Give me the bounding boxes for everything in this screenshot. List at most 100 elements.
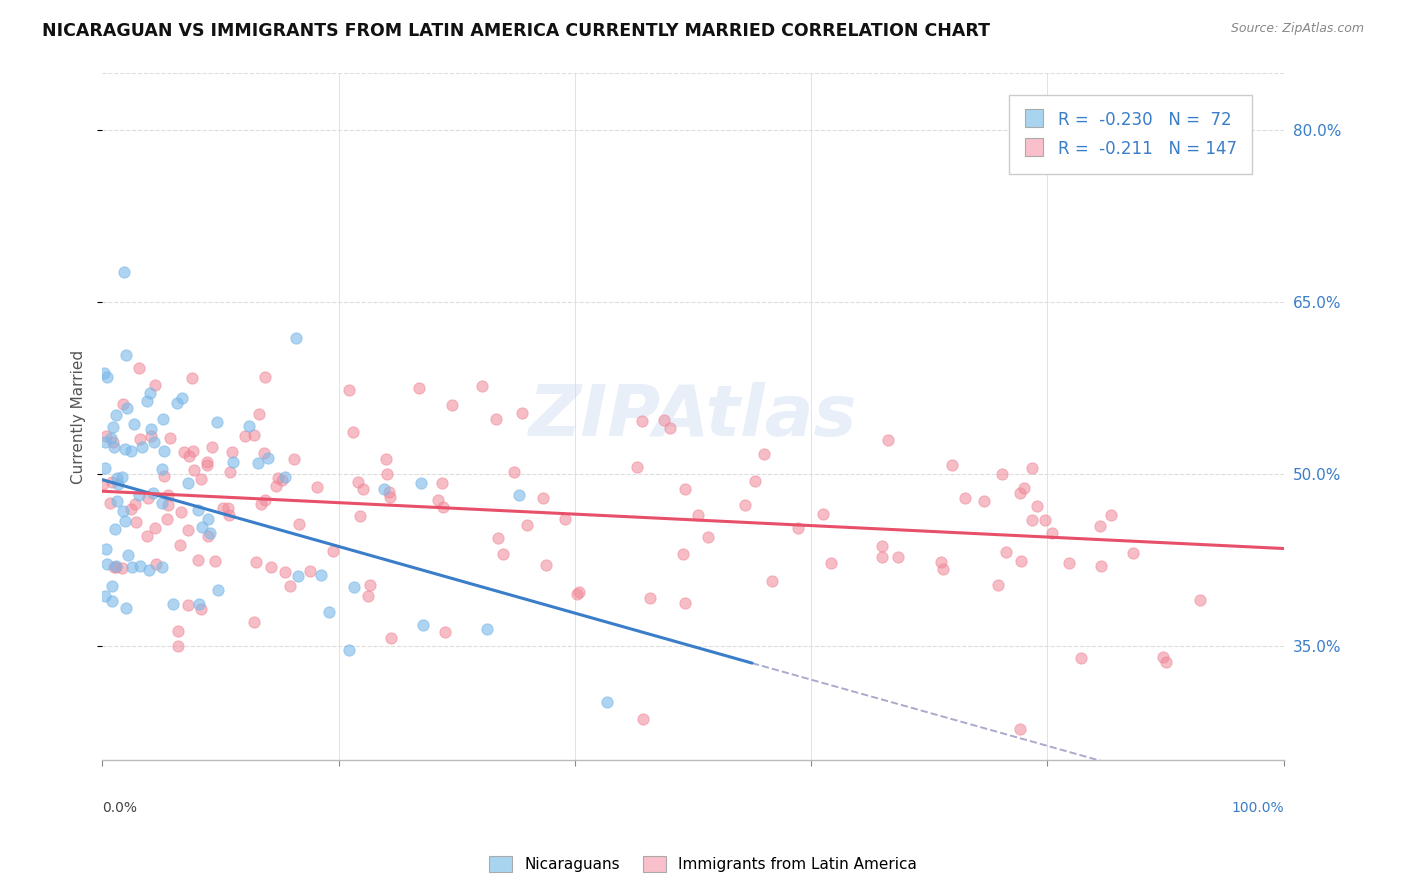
- Point: [150, 560, 173, 574]
- Point: [697, 530, 720, 544]
- Point: [247, 456, 270, 470]
- Point: [115, 348, 138, 362]
- Point: [103, 440, 125, 454]
- Point: [190, 472, 212, 486]
- Point: [375, 467, 398, 481]
- Point: [104, 558, 127, 573]
- Point: [252, 446, 274, 460]
- Point: [156, 498, 179, 512]
- Point: [322, 543, 344, 558]
- Point: [1099, 508, 1122, 523]
- Point: [187, 553, 209, 567]
- Point: [339, 642, 361, 657]
- Point: [257, 451, 280, 466]
- Point: [349, 508, 371, 523]
- Point: [177, 598, 200, 612]
- Point: [111, 397, 134, 411]
- Point: [159, 431, 181, 445]
- Point: [596, 695, 619, 709]
- Point: [136, 491, 159, 505]
- Point: [1122, 546, 1144, 560]
- Point: [786, 521, 808, 535]
- Point: [991, 467, 1014, 482]
- Point: [176, 523, 198, 537]
- Point: [233, 429, 256, 443]
- Point: [1154, 655, 1177, 669]
- Point: [877, 433, 900, 447]
- Point: [101, 435, 124, 450]
- Point: [492, 547, 515, 561]
- Point: [1040, 526, 1063, 541]
- Point: [761, 574, 783, 588]
- Point: [955, 491, 977, 505]
- Point: [101, 594, 124, 608]
- Point: [412, 617, 434, 632]
- Point: [633, 712, 655, 726]
- Point: [243, 428, 266, 442]
- Point: [222, 454, 245, 468]
- Point: [288, 516, 311, 531]
- Point: [100, 431, 122, 445]
- Text: NICARAGUAN VS IMMIGRANTS FROM LATIN AMERICA CURRENTLY MARRIED CORRELATION CHART: NICARAGUAN VS IMMIGRANTS FROM LATIN AMER…: [42, 22, 990, 40]
- Point: [510, 406, 533, 420]
- Point: [337, 383, 360, 397]
- Point: [264, 479, 287, 493]
- Point: [408, 381, 430, 395]
- Point: [139, 386, 162, 401]
- Point: [207, 582, 229, 597]
- Point: [218, 508, 240, 522]
- Point: [111, 470, 134, 484]
- Point: [298, 564, 321, 578]
- Point: [172, 391, 194, 405]
- Point: [104, 522, 127, 536]
- Text: Source: ZipAtlas.com: Source: ZipAtlas.com: [1230, 22, 1364, 36]
- Point: [135, 393, 157, 408]
- Point: [502, 465, 524, 479]
- Point: [744, 475, 766, 489]
- Point: [1025, 499, 1047, 513]
- Point: [1010, 554, 1032, 568]
- Point: [568, 584, 591, 599]
- Point: [475, 622, 498, 636]
- Point: [162, 597, 184, 611]
- Point: [111, 561, 134, 575]
- Point: [247, 408, 270, 422]
- Point: [238, 419, 260, 434]
- Point: [117, 548, 139, 562]
- Point: [153, 468, 176, 483]
- Point: [287, 569, 309, 583]
- Point: [120, 501, 142, 516]
- Point: [516, 518, 538, 533]
- Point: [278, 579, 301, 593]
- Point: [380, 631, 402, 645]
- Y-axis label: Currently Married: Currently Married: [72, 350, 86, 483]
- Point: [1010, 722, 1032, 736]
- Point: [380, 490, 402, 504]
- Point: [104, 409, 127, 423]
- Point: [486, 531, 509, 545]
- Point: [138, 563, 160, 577]
- Text: ZIPAtlas: ZIPAtlas: [529, 383, 858, 451]
- Point: [870, 549, 893, 564]
- Point: [273, 469, 295, 483]
- Point: [93, 366, 115, 380]
- Point: [567, 586, 589, 600]
- Point: [352, 482, 374, 496]
- Point: [1070, 650, 1092, 665]
- Point: [508, 488, 530, 502]
- Point: [432, 475, 454, 490]
- Point: [531, 491, 554, 505]
- Point: [440, 398, 463, 412]
- Point: [245, 555, 267, 569]
- Point: [1010, 486, 1032, 500]
- Point: [101, 475, 124, 489]
- Point: [169, 538, 191, 552]
- Point: [153, 444, 176, 458]
- Point: [111, 504, 134, 518]
- Point: [638, 591, 661, 605]
- Point: [471, 379, 494, 393]
- Point: [114, 442, 136, 456]
- Text: 0.0%: 0.0%: [103, 801, 138, 814]
- Legend: Nicaraguans, Immigrants from Latin America: Nicaraguans, Immigrants from Latin Ameri…: [481, 848, 925, 880]
- Point: [139, 422, 162, 436]
